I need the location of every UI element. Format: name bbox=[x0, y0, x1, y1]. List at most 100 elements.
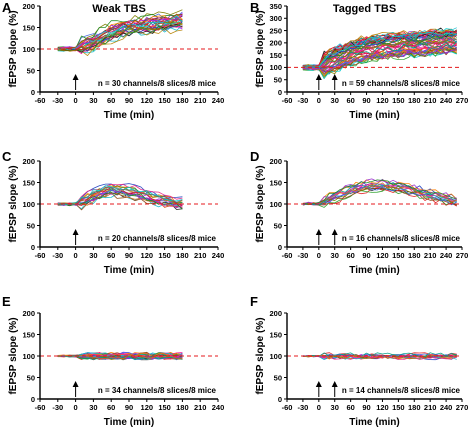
x-tick-label: -60 bbox=[282, 251, 293, 260]
y-tick-label: 150 bbox=[269, 51, 282, 60]
y-tick-label: 100 bbox=[22, 200, 35, 209]
series-line bbox=[302, 183, 457, 205]
x-tick-label: 150 bbox=[392, 251, 405, 260]
y-tick-label: 0 bbox=[31, 395, 35, 404]
x-tick-label: 0 bbox=[74, 96, 78, 105]
x-tick-label: 210 bbox=[424, 403, 437, 412]
n-annotation: n = 34 channels/8 slices/8 mice bbox=[98, 386, 217, 395]
stimulus-arrow-icon bbox=[72, 229, 79, 235]
series-line bbox=[302, 39, 457, 68]
series-group bbox=[57, 183, 183, 211]
series-line bbox=[302, 178, 457, 205]
y-tick-label: 200 bbox=[269, 309, 282, 318]
n-annotation: n = 59 channels/8 slices/8 mice bbox=[342, 79, 461, 88]
stimulus-arrow-icon bbox=[72, 74, 79, 80]
y-tick-label: 0 bbox=[31, 243, 35, 252]
x-axis-label: Time (min) bbox=[104, 110, 154, 121]
y-axis-label: fEPSP slope (%) bbox=[8, 165, 19, 242]
series-line bbox=[302, 352, 457, 357]
y-tick-label: 150 bbox=[22, 178, 35, 187]
series-line bbox=[302, 184, 457, 206]
x-tick-label: 120 bbox=[376, 96, 389, 105]
series-line bbox=[302, 33, 457, 68]
x-tick-label: 180 bbox=[408, 403, 421, 412]
panel-letter: B bbox=[250, 0, 259, 15]
series-line bbox=[302, 45, 457, 77]
series-line bbox=[302, 39, 457, 69]
x-tick-label: 240 bbox=[212, 403, 225, 412]
series-line bbox=[302, 186, 457, 206]
y-tick-label: 50 bbox=[274, 76, 282, 85]
x-tick-label: 90 bbox=[362, 251, 370, 260]
y-tick-label: 350 bbox=[269, 2, 282, 11]
x-tick-label: 120 bbox=[141, 403, 154, 412]
x-tick-label: 90 bbox=[125, 251, 133, 260]
x-tick-label: 150 bbox=[158, 251, 171, 260]
y-tick-label: 100 bbox=[22, 352, 35, 361]
y-tick-label: 50 bbox=[274, 221, 282, 230]
x-tick-label: -60 bbox=[35, 403, 46, 412]
y-tick-label: 0 bbox=[31, 88, 35, 97]
series-line bbox=[57, 23, 183, 52]
x-tick-label: 60 bbox=[346, 251, 354, 260]
y-tick-label: 150 bbox=[22, 330, 35, 339]
y-tick-label: 150 bbox=[22, 23, 35, 32]
panel-letter: A bbox=[2, 0, 12, 15]
series-group bbox=[57, 9, 183, 56]
x-tick-label: 180 bbox=[176, 403, 189, 412]
series-line bbox=[302, 47, 457, 73]
x-tick-label: 270 bbox=[456, 403, 469, 412]
x-axis-label: Time (min) bbox=[104, 265, 154, 276]
n-annotation: n = 20 channels/8 slices/8 mice bbox=[98, 234, 217, 243]
x-tick-label: 150 bbox=[392, 96, 405, 105]
x-tick-label: -30 bbox=[297, 251, 308, 260]
x-tick-label: -30 bbox=[52, 96, 63, 105]
y-tick-label: 100 bbox=[22, 45, 35, 54]
y-tick-label: 0 bbox=[278, 395, 282, 404]
x-tick-label: 150 bbox=[158, 96, 171, 105]
x-tick-label: 120 bbox=[376, 251, 389, 260]
x-tick-label: 30 bbox=[89, 403, 97, 412]
series-line bbox=[57, 18, 183, 51]
y-tick-label: 100 bbox=[269, 352, 282, 361]
series-line bbox=[57, 192, 183, 211]
series-line bbox=[302, 179, 457, 205]
x-tick-label: 30 bbox=[89, 251, 97, 260]
y-tick-label: 50 bbox=[27, 221, 35, 230]
n-annotation: n = 14 channels/8 slices/8 mice bbox=[342, 386, 461, 395]
series-line bbox=[302, 182, 457, 206]
x-tick-label: 240 bbox=[440, 96, 453, 105]
x-tick-label: 30 bbox=[331, 403, 339, 412]
x-tick-label: 180 bbox=[408, 96, 421, 105]
x-tick-label: 0 bbox=[74, 251, 78, 260]
x-tick-label: 150 bbox=[158, 403, 171, 412]
x-tick-label: -30 bbox=[52, 251, 63, 260]
y-tick-label: 100 bbox=[269, 200, 282, 209]
x-tick-label: 90 bbox=[362, 403, 370, 412]
y-axis-label: fEPSP slope (%) bbox=[255, 317, 266, 394]
y-tick-label: 200 bbox=[269, 157, 282, 166]
x-tick-label: 120 bbox=[376, 403, 389, 412]
x-tick-label: 60 bbox=[107, 96, 115, 105]
y-tick-label: 300 bbox=[269, 14, 282, 23]
y-tick-label: 50 bbox=[27, 66, 35, 75]
x-axis-label: Time (min) bbox=[349, 265, 399, 276]
y-tick-label: 200 bbox=[269, 39, 282, 48]
panel-b: B Tagged TBS 0 50 100 150 200 250 300 350 -60 -30 0 3… bbox=[250, 0, 468, 121]
series-line bbox=[57, 14, 183, 50]
x-tick-label: 240 bbox=[440, 251, 453, 260]
y-axis-label: fEPSP slope (%) bbox=[8, 317, 19, 394]
x-tick-label: 0 bbox=[317, 403, 321, 412]
x-tick-label: 180 bbox=[408, 251, 421, 260]
series-line bbox=[57, 355, 183, 360]
x-axis-label: Time (min) bbox=[349, 110, 399, 121]
series-group bbox=[302, 352, 457, 361]
x-tick-label: 270 bbox=[456, 96, 469, 105]
series-line bbox=[302, 46, 457, 73]
y-tick-label: 0 bbox=[278, 88, 282, 97]
y-axis-label: fEPSP slope (%) bbox=[255, 10, 266, 87]
stimulus-arrow-icon bbox=[331, 381, 338, 387]
x-tick-label: 90 bbox=[125, 96, 133, 105]
